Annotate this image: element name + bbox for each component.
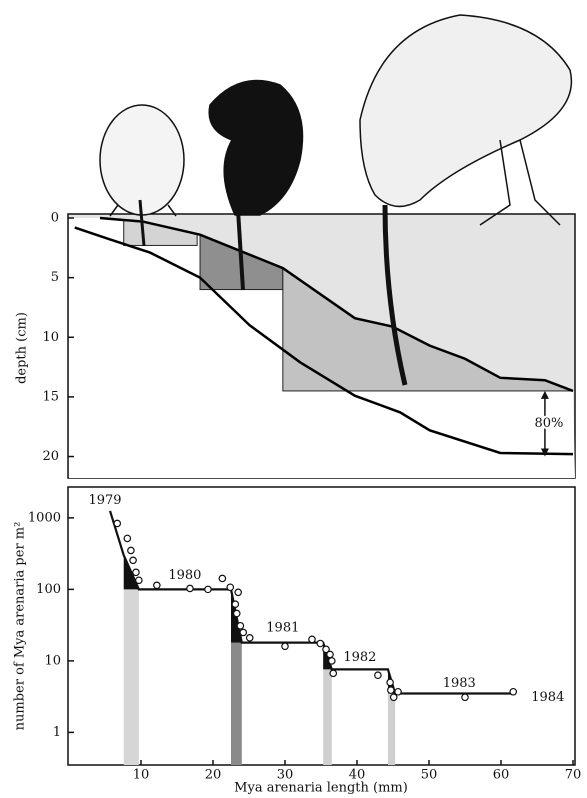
oystercatcher-bill [236, 209, 245, 291]
y-axis-label: number of Mya arenaria per m² [13, 522, 28, 731]
x-tick-label: 60 [493, 768, 510, 783]
data-point [231, 600, 240, 609]
data-point [509, 687, 518, 696]
x-tick-label: 70 [565, 768, 582, 783]
bar [323, 669, 332, 765]
data-point [374, 671, 382, 680]
y-tick-label: 1 [53, 725, 61, 740]
knot-body [99, 104, 185, 216]
curlew-body [359, 14, 573, 208]
y-tick-label: 5 [51, 270, 59, 285]
data-point [129, 556, 137, 565]
data-point [461, 693, 469, 702]
data-point [245, 634, 254, 642]
data-point [218, 574, 227, 583]
data-point [308, 635, 316, 644]
arrow-head [540, 390, 549, 457]
curlew-bill [382, 204, 408, 386]
oystercatcher-body [208, 79, 304, 216]
x-tick-label: 10 [133, 768, 150, 783]
depth-panel: 0 5 10 15 20 depth (cm) 80% [15, 211, 576, 479]
x-tick-label: 20 [205, 768, 222, 783]
depth-line [74, 226, 574, 456]
y-tick-label: 100 [36, 582, 61, 597]
y-tick-label: 1000 [28, 510, 61, 525]
data-point [329, 669, 338, 678]
x-axis-label: Mya arenaria length (mm) [234, 781, 408, 796]
x-tick-label: 50 [421, 768, 438, 783]
data-point [132, 568, 140, 577]
y-tick-label: 10 [42, 330, 59, 345]
data-point [394, 687, 402, 696]
data-point [239, 628, 248, 637]
data-point [135, 576, 143, 585]
data-point [236, 621, 245, 630]
data-point [327, 657, 336, 665]
data-point [281, 642, 289, 651]
y-tick-label: 20 [42, 449, 59, 464]
y-tick-label: 0 [51, 211, 59, 226]
bird-illustrations [99, 14, 573, 386]
data-point [153, 581, 161, 590]
bar [387, 693, 396, 765]
curlew-legs [479, 139, 561, 226]
data-point [127, 546, 135, 555]
data-point [226, 583, 235, 592]
data-point [322, 645, 330, 654]
knot-bill [138, 199, 146, 247]
knot-legs [109, 204, 177, 217]
annotation-label: 80% [534, 416, 563, 431]
year-label: 1981 [266, 620, 299, 635]
year-label: 1980 [168, 568, 201, 583]
data-point [386, 678, 394, 687]
data-point [186, 584, 194, 593]
x-tick-label: 40 [349, 768, 366, 783]
data-point [387, 686, 395, 694]
data-point [316, 639, 325, 648]
data-point [113, 519, 122, 528]
plot-frame [67, 486, 576, 766]
x-tick-label: 30 [277, 768, 294, 783]
data-point [326, 650, 334, 659]
density-panel: 1979 1980 1981 1982 1983 1984 1 10 100 1000 10 20 30… [13, 486, 582, 796]
data-point [389, 693, 398, 702]
data-point [123, 534, 132, 543]
year-label: 1979 [88, 493, 121, 508]
y-tick-label: 10 [44, 653, 61, 668]
data-point [234, 588, 243, 597]
data-point [232, 609, 241, 618]
y-axis-label: depth (cm) [15, 312, 30, 384]
data-point [204, 585, 212, 594]
year-label: 1982 [343, 650, 376, 665]
bar [231, 642, 242, 765]
y-tick-label: 15 [42, 389, 59, 404]
year-label: 1983 [443, 676, 476, 691]
year-label: 1984 [531, 690, 564, 705]
bar [123, 589, 139, 765]
